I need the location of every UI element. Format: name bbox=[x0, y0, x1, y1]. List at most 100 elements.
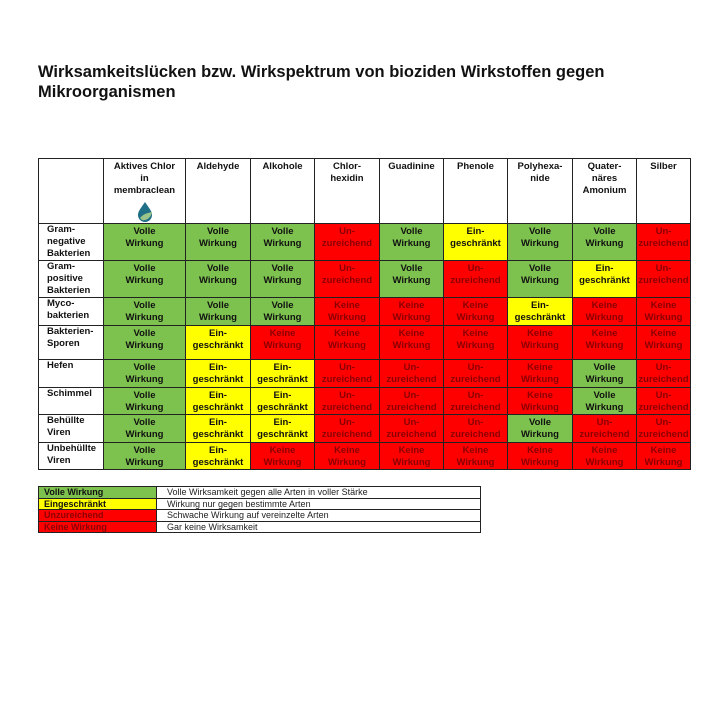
text-line: Volle bbox=[133, 445, 156, 456]
text-line: Alkohole bbox=[262, 161, 303, 172]
text-line: geschränkt bbox=[257, 374, 308, 385]
status-cell: Keine Wirkung bbox=[443, 442, 508, 470]
status-cell: Volle Wirkung bbox=[103, 442, 186, 470]
legend: Volle Wirkung Volle Wirksamkeit gegen all… bbox=[38, 486, 481, 533]
text-line: Ein- bbox=[273, 390, 292, 401]
status-cell: Un-zureichend bbox=[636, 359, 691, 388]
text-line: Keine bbox=[398, 328, 425, 339]
text-line: Keine bbox=[334, 300, 360, 311]
row-label: Gram-negative Bakterien bbox=[38, 223, 104, 261]
legend-row: Unzureichend Schwache Wirkung auf vereinz… bbox=[38, 509, 481, 522]
status-cell: Un-zureichend bbox=[636, 260, 691, 298]
column-header: Quater-näres Amonium bbox=[572, 158, 637, 224]
text-line: Volle bbox=[400, 263, 423, 274]
text-line: Volle bbox=[133, 226, 156, 237]
text-line: Keine bbox=[269, 445, 296, 456]
status-cell: Volle Wirkung bbox=[379, 223, 444, 261]
text-line: Un- bbox=[403, 417, 420, 428]
status-cell: Un-zureichend bbox=[443, 359, 508, 388]
status-cell: Keine Wirkung bbox=[379, 297, 444, 326]
text-line: Wirkung bbox=[644, 457, 683, 468]
status-cell: Keine Wirkung bbox=[636, 297, 691, 326]
status-cell: Un-zureichend bbox=[379, 414, 444, 443]
status-cell: Un-zureichend bbox=[379, 387, 444, 415]
text-line: Myco- bbox=[47, 298, 75, 309]
text-line: zureichend bbox=[321, 402, 373, 413]
text-line: Keine bbox=[650, 328, 677, 339]
text-line: Wirkung bbox=[521, 402, 559, 413]
status-cell: Volle Wirkung bbox=[185, 223, 251, 261]
text-line: Keine bbox=[334, 328, 360, 339]
text-line: Keine bbox=[462, 445, 489, 456]
corner-cell bbox=[38, 158, 104, 224]
text-line: Phenole bbox=[457, 161, 494, 172]
status-cell: Ein-geschränkt bbox=[250, 387, 315, 415]
text-line: näres bbox=[591, 173, 618, 184]
text-line: zureichend bbox=[450, 374, 501, 385]
text-line: Un- bbox=[467, 263, 484, 274]
text-line: Hefen bbox=[47, 360, 74, 371]
text-line: Wirkung bbox=[585, 238, 624, 249]
text-line: zureichend bbox=[638, 238, 689, 249]
text-line: Wirkung bbox=[125, 275, 164, 286]
text-line: Aldehyde bbox=[196, 161, 240, 172]
text-line: Chlor- bbox=[333, 161, 361, 172]
status-cell: Ein-geschränkt bbox=[443, 223, 508, 261]
text-line: Un- bbox=[339, 417, 355, 428]
status-cell: Keine Wirkung bbox=[250, 325, 315, 360]
text-line: Keine bbox=[650, 445, 677, 456]
table-row: Gram-positive Bakterien Volle Wirkung Volle W… bbox=[38, 260, 691, 298]
text-line: Wirkung bbox=[521, 374, 559, 385]
status-cell: Un-zureichend bbox=[443, 260, 508, 298]
text-line: Keine bbox=[398, 445, 425, 456]
text-line: Keine bbox=[591, 328, 618, 339]
text-line: Un- bbox=[339, 263, 355, 274]
text-line: Wirkung bbox=[585, 402, 624, 413]
text-line: Keine bbox=[527, 390, 553, 401]
text-line: Gram- bbox=[47, 224, 75, 235]
text-line: Volle bbox=[133, 300, 156, 311]
status-cell: Keine Wirkung bbox=[379, 442, 444, 470]
text-line: zureichend bbox=[638, 374, 689, 385]
text-line: Wirkung bbox=[456, 340, 495, 351]
status-cell: Keine Wirkung bbox=[507, 359, 573, 388]
status-cell: Keine Wirkung bbox=[443, 297, 508, 326]
status-cell: Keine Wirkung bbox=[507, 387, 573, 415]
status-cell: Keine Wirkung bbox=[250, 442, 315, 470]
text-line: Bakterien bbox=[47, 285, 91, 296]
legend-key: Eingeschränkt bbox=[38, 497, 157, 510]
text-line: zureichend bbox=[450, 275, 501, 286]
table-row: Behüllte Viren Volle Wirkung Ein-geschränkt E… bbox=[38, 414, 691, 443]
table-row: Hefen Volle Wirkung Ein-geschränkt Ein-gesch… bbox=[38, 359, 691, 388]
status-cell: Volle Wirkung bbox=[572, 387, 637, 415]
text-line: Un- bbox=[339, 390, 355, 401]
text-line: Ein- bbox=[209, 390, 227, 401]
status-cell: Keine Wirkung bbox=[507, 442, 573, 470]
text-line: Un- bbox=[655, 362, 672, 373]
status-cell: Volle Wirkung bbox=[507, 414, 573, 443]
text-line: geschränkt bbox=[257, 402, 308, 413]
text-line: Wirkung bbox=[521, 457, 559, 468]
text-line: Wirkung bbox=[125, 457, 164, 468]
text-line: geschränkt bbox=[579, 275, 630, 286]
text-line: Keine bbox=[462, 328, 489, 339]
text-line: Volle bbox=[529, 417, 551, 428]
status-cell: Keine Wirkung bbox=[379, 325, 444, 360]
text-line: Ein- bbox=[595, 263, 614, 274]
text-line: Volle bbox=[133, 362, 156, 373]
status-cell: Keine Wirkung bbox=[572, 297, 637, 326]
status-cell: Keine Wirkung bbox=[314, 297, 380, 326]
row-label: Gram-positive Bakterien bbox=[38, 260, 104, 298]
text-line: Volle bbox=[593, 226, 616, 237]
text-line: Wirkung bbox=[263, 312, 302, 323]
status-cell: Keine Wirkung bbox=[314, 442, 380, 470]
text-line: Wirkung bbox=[585, 340, 624, 351]
status-cell: Volle Wirkung bbox=[103, 414, 186, 443]
text-line: Wirkung bbox=[125, 340, 164, 351]
text-line: geschränkt bbox=[192, 429, 244, 440]
text-line: zureichend bbox=[638, 275, 689, 286]
table-row: Gram-negative Bakterien Volle Wirkung Volle W… bbox=[38, 223, 691, 261]
text-line: hexidin bbox=[330, 173, 364, 184]
legend-row: Keine Wirkung Gar keine Wirksamkeit bbox=[38, 520, 481, 533]
text-line: Volle bbox=[271, 263, 294, 274]
